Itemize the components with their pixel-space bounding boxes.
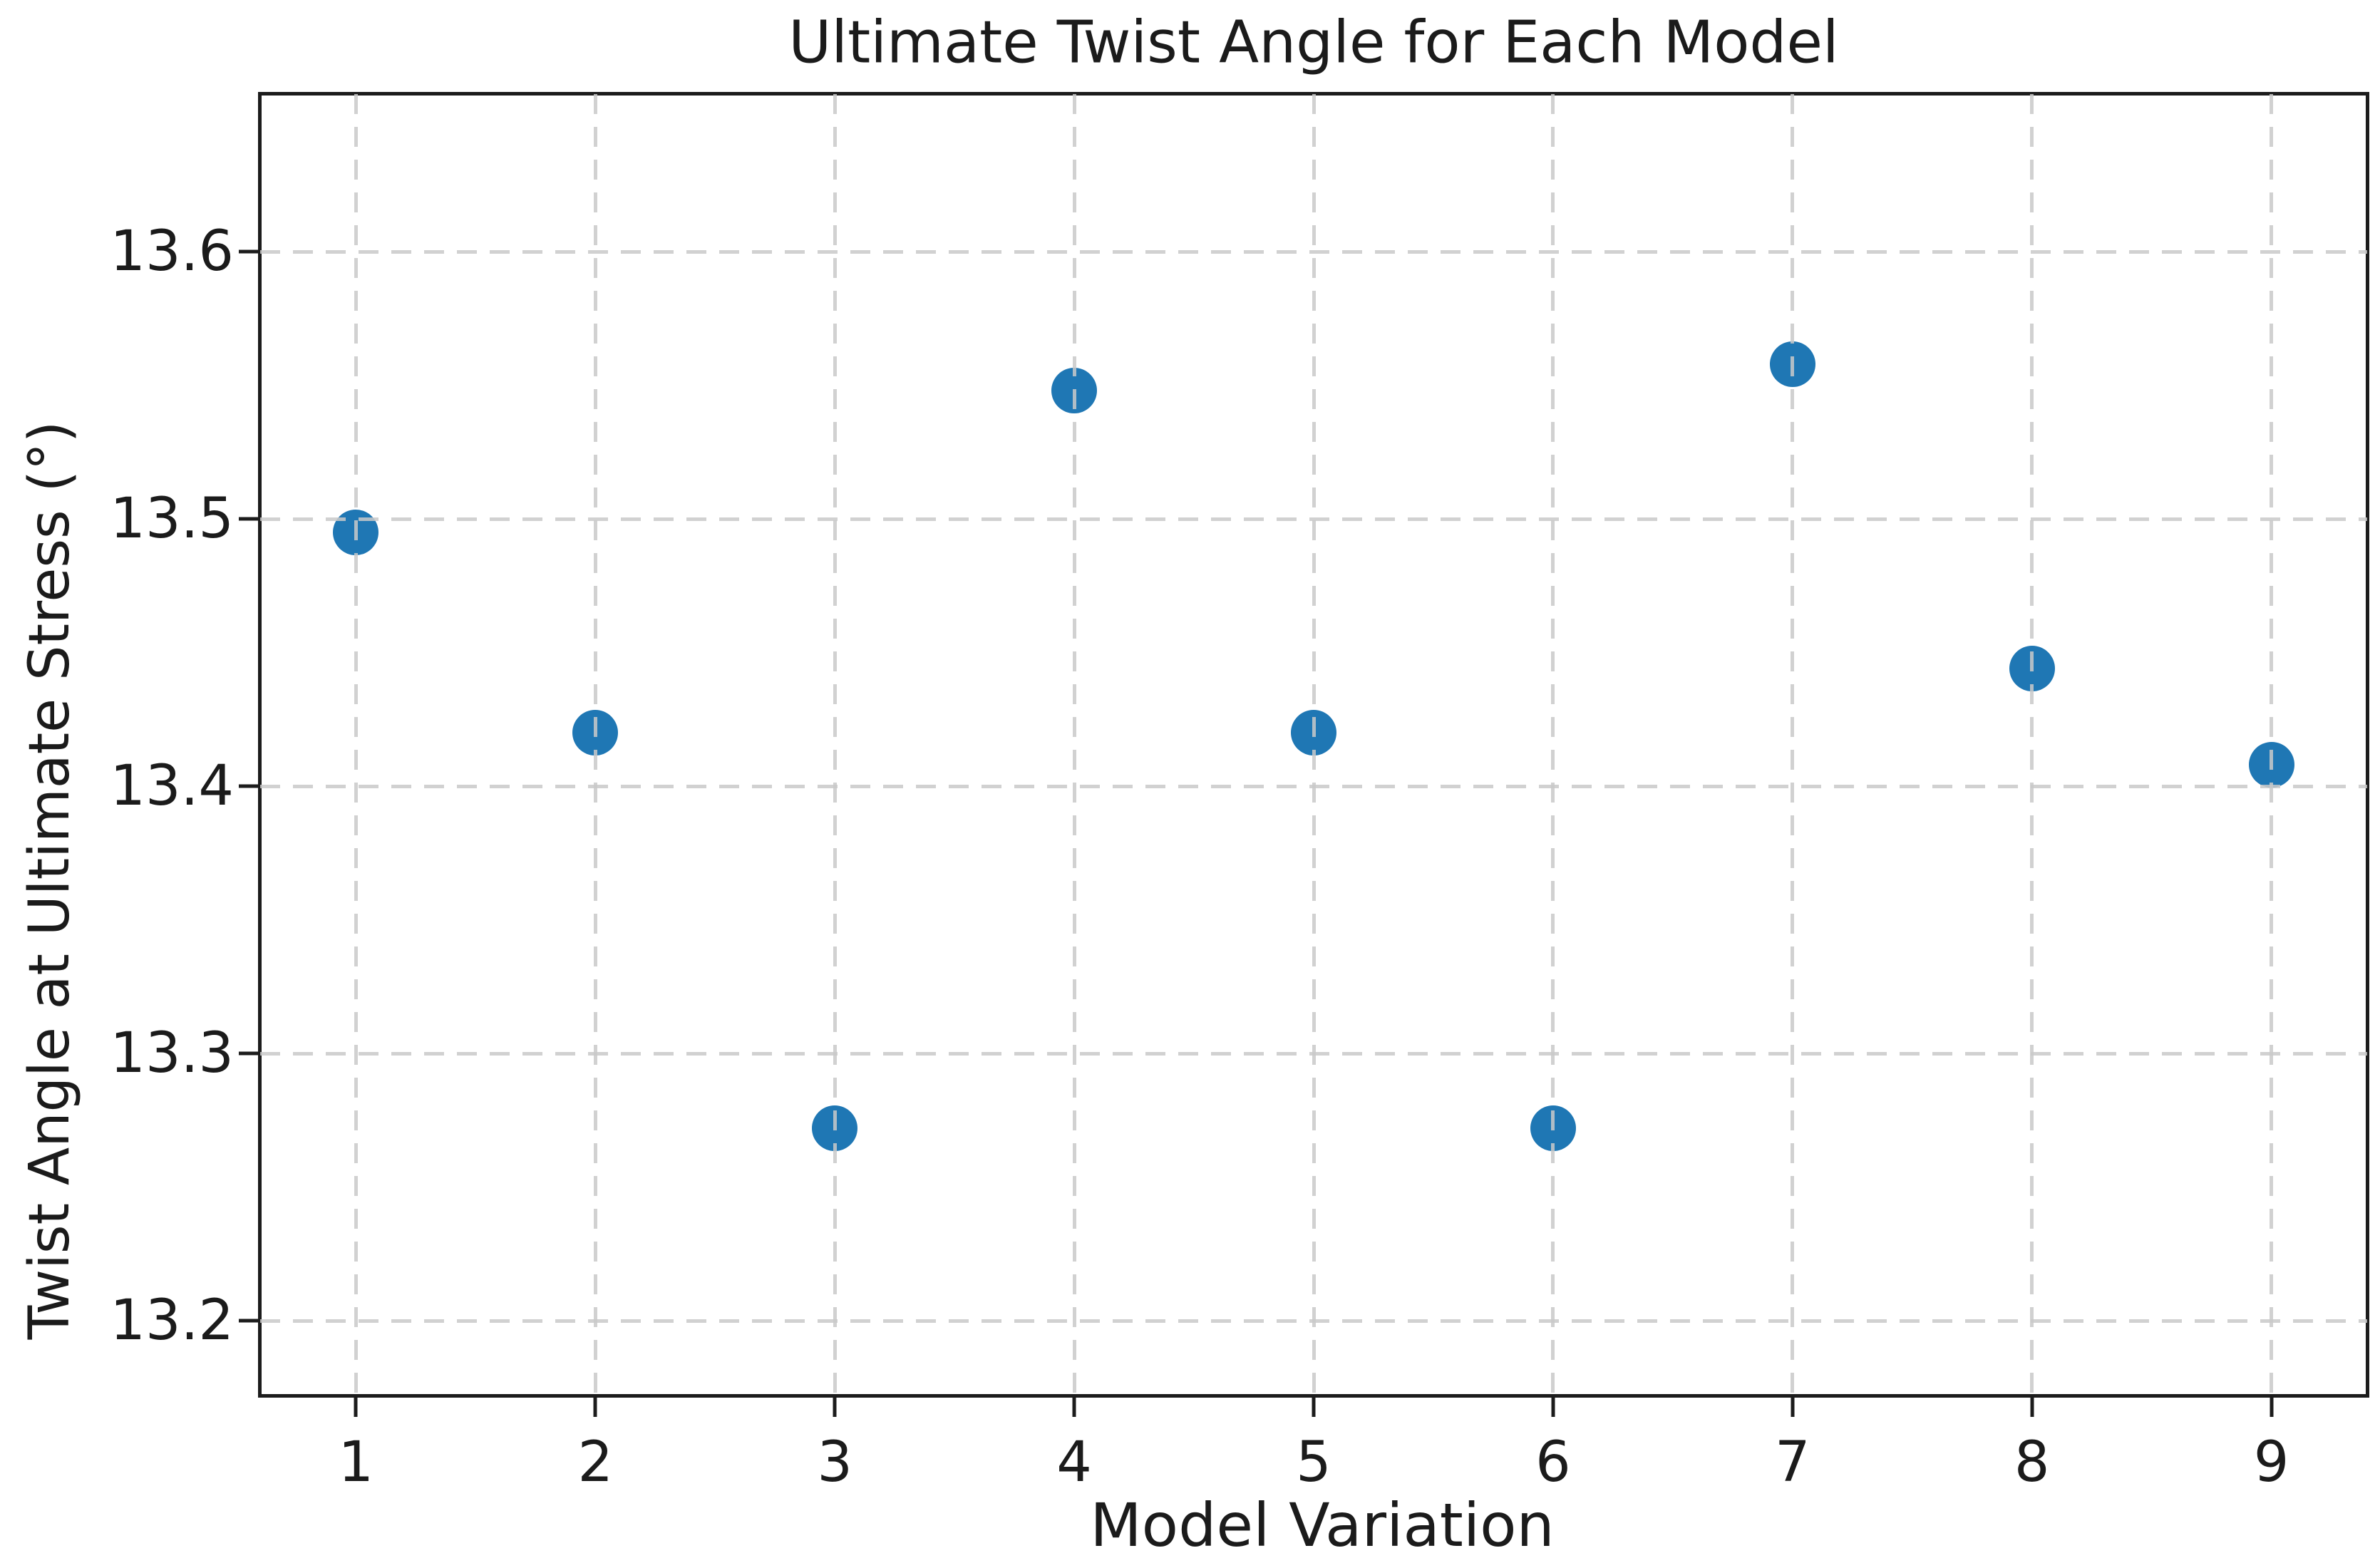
v-gridline [1791, 94, 1795, 1396]
v-gridline [2270, 94, 2274, 1396]
y-tick [239, 1319, 258, 1323]
x-tick [354, 1398, 358, 1417]
v-gridline [593, 94, 597, 1396]
x-tick [833, 1398, 837, 1417]
x-tick [593, 1398, 597, 1417]
plot-frame [258, 92, 2369, 1398]
v-gridline [833, 94, 837, 1396]
y-tick-label: 13.4 [110, 754, 234, 819]
x-tick [1791, 1398, 1795, 1417]
y-tick-label: 13.3 [110, 1021, 234, 1086]
x-tick-label: 8 [2014, 1430, 2050, 1495]
x-tick-label: 3 [817, 1430, 852, 1495]
v-gridline [1072, 94, 1076, 1396]
plot-area [260, 94, 2367, 1396]
x-tick [1551, 1398, 1555, 1417]
v-gridline [354, 94, 358, 1396]
x-tick-label: 7 [1774, 1430, 1810, 1495]
x-tick [2030, 1398, 2034, 1417]
v-gridline [2030, 94, 2034, 1396]
y-tick-label: 13.2 [110, 1289, 234, 1353]
y-tick [239, 1051, 258, 1056]
y-tick-label: 13.6 [110, 220, 234, 284]
x-tick-label: 2 [577, 1430, 614, 1495]
x-tick-label: 9 [2253, 1430, 2289, 1495]
y-tick [239, 249, 258, 254]
x-tick-label: 5 [1296, 1430, 1331, 1495]
y-axis-label: Twist Angle at Ultimate Stress (°) [18, 421, 82, 1340]
v-gridline [1551, 94, 1555, 1396]
x-axis-label: Model Variation [1090, 1490, 1555, 1560]
x-tick-label: 1 [338, 1430, 374, 1495]
y-tick-label: 13.5 [110, 487, 234, 552]
x-tick-label: 6 [1535, 1430, 1571, 1495]
chart-title: Ultimate Twist Angle for Each Model [788, 9, 1839, 77]
x-tick [2270, 1398, 2274, 1417]
x-tick [1312, 1398, 1316, 1417]
y-tick [239, 784, 258, 788]
x-tick-label: 4 [1056, 1430, 1092, 1495]
y-tick [239, 517, 258, 521]
v-gridline [1312, 94, 1316, 1396]
x-tick [1072, 1398, 1076, 1417]
